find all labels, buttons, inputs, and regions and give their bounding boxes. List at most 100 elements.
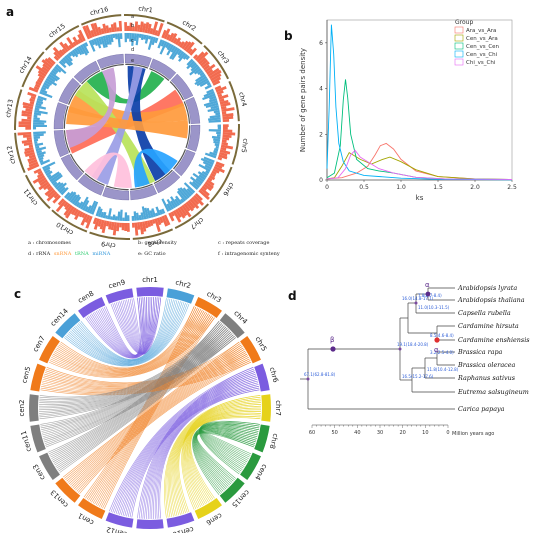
gc-ratio-bar xyxy=(217,126,221,130)
gc-ratio-bar xyxy=(138,214,142,221)
synteny-ribbon xyxy=(84,152,132,188)
y-axis-label: Number of gene pairs density xyxy=(299,48,307,152)
gene-density-bar xyxy=(97,26,103,35)
gc-ratio-bar xyxy=(157,39,163,49)
gc-ratio-bar xyxy=(199,71,205,77)
gc-ratio-bar xyxy=(122,217,125,221)
gc-ratio-bar xyxy=(44,80,53,86)
gc-ratio-bar xyxy=(190,64,199,72)
legend-b-gene-density: b: gene density xyxy=(138,240,177,246)
gc-ratio-bar xyxy=(80,196,89,210)
chrom-segment-chr7 xyxy=(261,394,271,422)
gene-density-bar xyxy=(198,57,207,65)
gene-density-bar xyxy=(183,41,192,51)
chromosome-ideogram-chr8 xyxy=(132,228,174,240)
synteny-ring xyxy=(63,105,69,129)
x-tick-label: 2.0 xyxy=(470,184,480,191)
gene-density-bar xyxy=(17,131,32,136)
gene-density-bar xyxy=(144,22,150,34)
gc-ratio-bar xyxy=(55,64,67,75)
time-tick-label: 20 xyxy=(399,430,405,436)
gene-density-bar xyxy=(218,154,228,160)
phylogenetic-tree: Arabidopsis lyrata Arabidopsis thaliana Ca… xyxy=(300,281,530,437)
gene-density-bar xyxy=(42,63,51,71)
gene-density-bar xyxy=(219,99,229,105)
gene-density-bar xyxy=(21,110,33,115)
node-age-label: 11.0(10.3-11.5) xyxy=(418,305,450,310)
gc-ratio-bar xyxy=(198,163,211,172)
synteny-link xyxy=(53,311,206,373)
gc-ratio-bar xyxy=(33,114,38,118)
gene-density-bar xyxy=(27,116,32,120)
gc-ratio-bar xyxy=(67,191,77,202)
gene-density-bar xyxy=(204,63,216,73)
gc-ratio-bar xyxy=(197,171,208,179)
gc-ratio-bar xyxy=(58,60,67,69)
gc-ratio-bar xyxy=(64,55,74,66)
synteny-link xyxy=(77,360,251,493)
synteny-link xyxy=(43,331,232,441)
gene-density-bar xyxy=(193,54,199,60)
gc-ratio-bar xyxy=(177,187,189,201)
gc-ratio-bar xyxy=(174,198,181,206)
chromosome-ideogram-chr6 xyxy=(209,166,233,203)
chr-label-chr9: chr9 xyxy=(101,239,117,249)
gene-density-bar xyxy=(27,163,40,172)
gene-density-bar xyxy=(221,107,235,113)
gene-density-bar xyxy=(222,129,233,133)
gene-density-bar xyxy=(177,207,186,219)
gc-ratio-bar xyxy=(166,44,174,56)
gene-density-bar xyxy=(108,27,113,33)
chrom-segment-chr5 xyxy=(240,336,261,364)
chromosome-band-chr12 xyxy=(53,130,69,157)
chr-label-chr10: chr10 xyxy=(55,220,75,237)
gc-ratio-bar xyxy=(141,206,147,220)
chr-label-chr16: chr16 xyxy=(89,5,109,17)
gene-density-bar xyxy=(90,23,98,37)
gene-density-bar xyxy=(41,66,50,73)
chromosome-ideogram-chr10 xyxy=(51,209,88,233)
synteny-link xyxy=(102,316,214,509)
gene-density-bar xyxy=(221,142,229,146)
synteny-ring xyxy=(173,149,187,170)
gc-ratio-bar xyxy=(182,187,192,197)
gene-density-bar xyxy=(81,212,86,219)
node-age-label: 16.0(14.8-17.1) xyxy=(402,296,434,301)
gene-density-bar xyxy=(181,40,189,50)
taxon-label: Eutrema salsugineum xyxy=(457,388,529,396)
synteny-link xyxy=(94,311,206,505)
synteny-ring xyxy=(69,153,85,173)
gene-density-bar xyxy=(77,34,84,43)
gc-ratio-bar xyxy=(48,171,60,181)
gc-ratio-bar xyxy=(48,73,59,82)
gene-density-bar xyxy=(25,127,32,130)
synteny-link xyxy=(72,353,248,488)
chr-label-chr13: chr13 xyxy=(4,99,15,119)
gene-density-bar xyxy=(201,185,208,191)
gene-density-bar xyxy=(24,146,34,152)
gc-ratio-bar xyxy=(58,186,66,194)
gene-density-bar xyxy=(204,181,214,189)
gene-density-bar xyxy=(222,126,228,130)
gene-density-bar xyxy=(53,55,60,61)
gene-density-bar xyxy=(39,179,48,187)
chrom-segment-chr8 xyxy=(254,424,270,453)
gene-density-bar xyxy=(218,94,229,100)
chrom-segment-cen3 xyxy=(39,452,60,480)
gc-ratio-bar xyxy=(180,198,185,204)
chrom-segment-chr4 xyxy=(219,313,245,339)
synteny-link xyxy=(66,346,243,482)
gene-density-bar xyxy=(22,134,32,138)
node-dot xyxy=(306,377,310,381)
gc-ratio-bar xyxy=(210,105,219,110)
gc-ratio-bar xyxy=(177,49,183,56)
synteny-link xyxy=(65,344,242,481)
node-dot xyxy=(398,347,402,351)
synteny-link xyxy=(79,361,252,494)
gc-ratio-bar xyxy=(126,32,130,39)
synteny-ribbon xyxy=(67,90,188,123)
synteny-ring xyxy=(101,63,124,71)
y-tick-label: 0 xyxy=(319,177,323,184)
node-age-label: 8.5(4.6-8.4) xyxy=(430,333,454,338)
synteny-link xyxy=(42,329,229,438)
